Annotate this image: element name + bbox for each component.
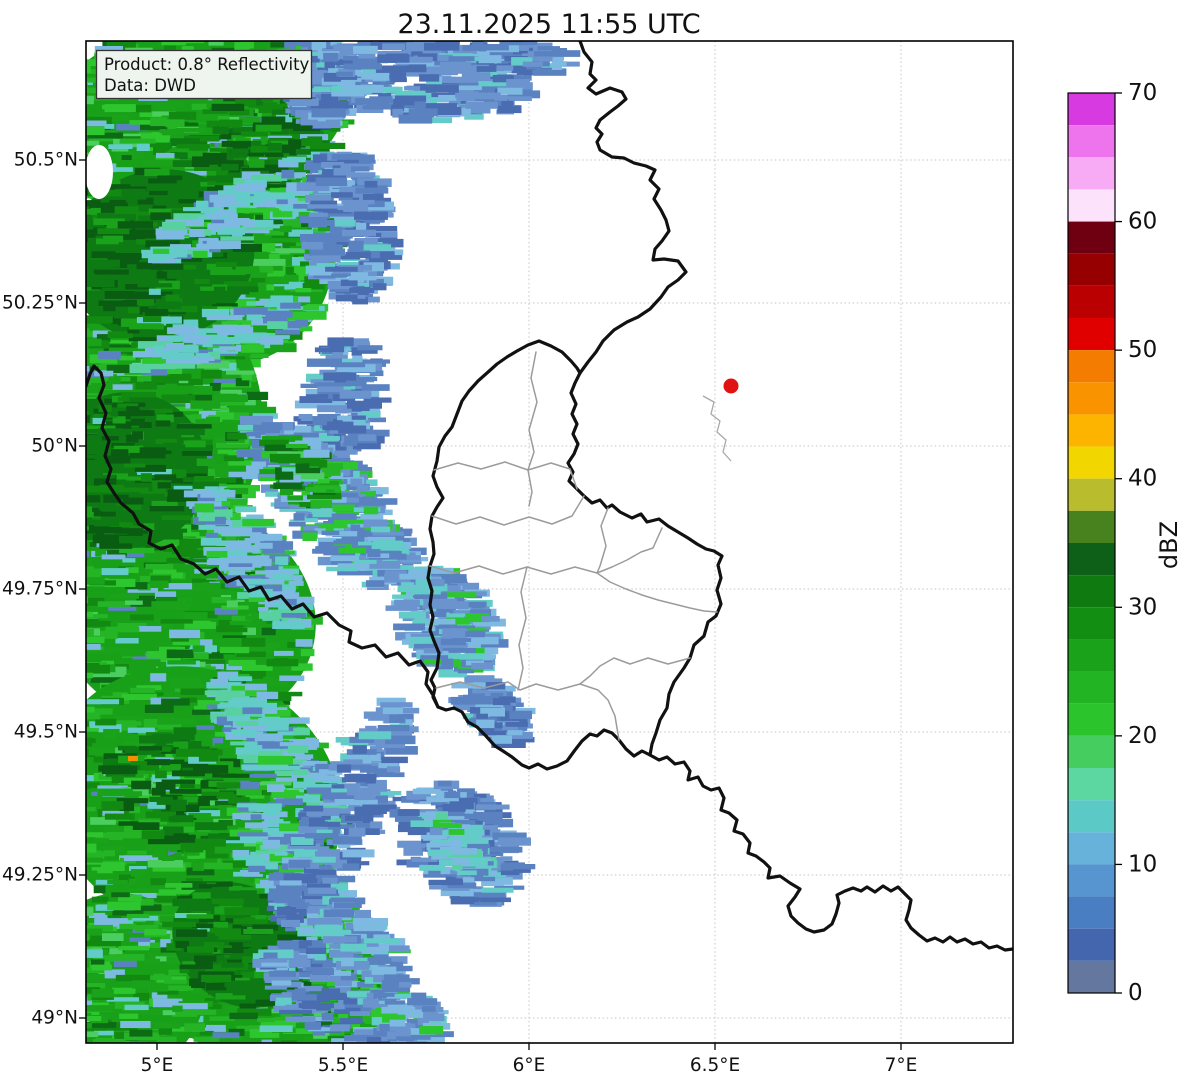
colorbar-band xyxy=(1068,253,1115,286)
y-tick-label: 49°N xyxy=(31,1008,78,1029)
colorbar: 0 10 20 30 40 50 60 70 xyxy=(1068,80,1157,1006)
x-tick-label: 5°E xyxy=(141,1055,174,1076)
colorbar-band xyxy=(1068,800,1115,833)
colorbar-band xyxy=(1068,768,1115,801)
colorbar-band xyxy=(1068,896,1115,929)
colorbar-band xyxy=(1068,510,1115,543)
y-tick-label: 50°N xyxy=(31,436,78,457)
colorbar-band xyxy=(1068,125,1115,158)
canton-line xyxy=(596,572,718,613)
region-borders xyxy=(429,351,732,741)
plot-frame xyxy=(85,40,1014,1044)
canton-line xyxy=(429,527,663,575)
canton-line xyxy=(517,566,528,691)
canton-line xyxy=(596,507,609,574)
colorbar-band xyxy=(1068,285,1115,318)
border-france-germany xyxy=(648,753,1013,952)
figure-title: 23.11.2025 11:55 UTC xyxy=(397,9,700,40)
colorbar-band xyxy=(1068,350,1115,383)
colorbar-band xyxy=(1068,189,1115,222)
german-district-line xyxy=(702,395,732,462)
colorbar-band xyxy=(1068,960,1115,993)
colorbar-band xyxy=(1068,221,1115,254)
colorbar-band xyxy=(1068,864,1115,897)
y-axis-latitude: 50.5°N 50.25°N 50°N 49.75°N 49.5°N 49.25°N 49°… xyxy=(2,150,86,1029)
colorbar-band xyxy=(1068,607,1115,640)
canton-line xyxy=(435,681,620,741)
colorbar-tick-label: 20 xyxy=(1128,723,1157,749)
echo-orange-cell xyxy=(128,756,138,761)
colorbar-band xyxy=(1068,414,1115,447)
canton-line xyxy=(527,351,538,507)
colorbar-tick-label: 70 xyxy=(1128,80,1157,106)
x-tick-label: 6.5°E xyxy=(690,1055,740,1076)
colorbar-tick-label: 40 xyxy=(1128,466,1157,492)
x-tick-label: 5.5°E xyxy=(318,1055,368,1076)
product-info-box: Product: 0.8° Reflectivity Data: DWD xyxy=(95,49,313,100)
colorbar-band xyxy=(1068,157,1115,190)
y-tick-label: 49.75°N xyxy=(2,579,78,600)
colorbar-tick-label: 0 xyxy=(1128,980,1143,1006)
colorbar-band xyxy=(1068,318,1115,351)
colorbar-tick-label: 50 xyxy=(1128,337,1157,363)
data-source-line: Data: DWD xyxy=(104,76,196,95)
colorbar-band xyxy=(1068,639,1115,672)
x-tick-label: 7°E xyxy=(885,1055,918,1076)
colorbar-band xyxy=(1068,575,1115,608)
colorbar-band xyxy=(1068,382,1115,415)
y-tick-label: 50.5°N xyxy=(14,150,78,171)
colorbar-band xyxy=(1068,832,1115,865)
colorbar-tick-label: 10 xyxy=(1128,851,1157,877)
colorbar-band xyxy=(1068,928,1115,961)
colorbar-band xyxy=(1068,446,1115,479)
colorbar-band xyxy=(1068,93,1115,126)
colorbar-band xyxy=(1068,478,1115,511)
map-plot-area xyxy=(86,41,1013,1043)
radar-site-marker[interactable] xyxy=(723,378,739,394)
x-tick-label: 6°E xyxy=(513,1055,546,1076)
product-line: Product: 0.8° Reflectivity xyxy=(104,55,310,74)
product-box-background xyxy=(95,49,313,100)
colorbar-tick-label: 30 xyxy=(1128,594,1157,620)
radar-echo-layer xyxy=(86,41,581,1043)
canton-line xyxy=(579,657,691,685)
y-tick-label: 49.25°N xyxy=(2,865,78,886)
border-luxembourg xyxy=(426,339,724,771)
y-tick-label: 50.25°N xyxy=(2,293,78,314)
colorbar-frame xyxy=(1067,92,1116,994)
border-france-belgium xyxy=(86,364,440,709)
y-tick-label: 49.5°N xyxy=(14,722,78,743)
country-borders xyxy=(86,41,1013,952)
canton-line xyxy=(433,461,578,490)
colorbar-tick-label: 60 xyxy=(1128,209,1157,235)
colorbar-unit-label: dBZ xyxy=(1155,521,1183,569)
colorbar-band xyxy=(1068,543,1115,576)
colorbar-band xyxy=(1068,735,1115,768)
colorbar-band xyxy=(1068,703,1115,736)
colorbar-band xyxy=(1068,671,1115,704)
x-axis-longitude: 5°E 5.5°E 6°E 6.5°E 7°E xyxy=(141,1043,918,1076)
border-belgium-germany xyxy=(578,41,688,375)
canton-line xyxy=(431,495,585,526)
